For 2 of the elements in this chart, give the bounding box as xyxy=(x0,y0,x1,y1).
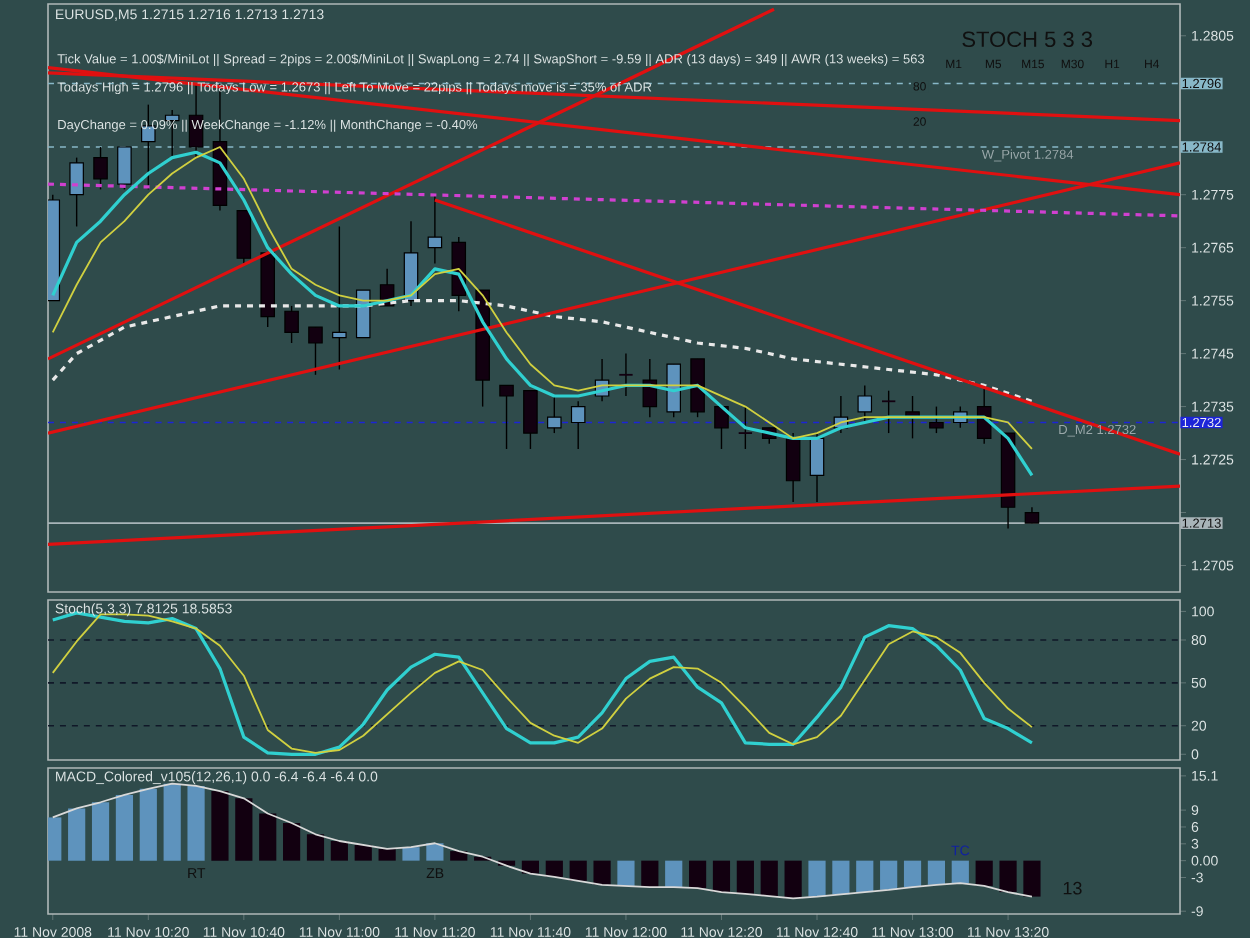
annotation: STOCH 5 3 3 xyxy=(962,31,1093,48)
annotation: 13 xyxy=(1063,881,1082,895)
